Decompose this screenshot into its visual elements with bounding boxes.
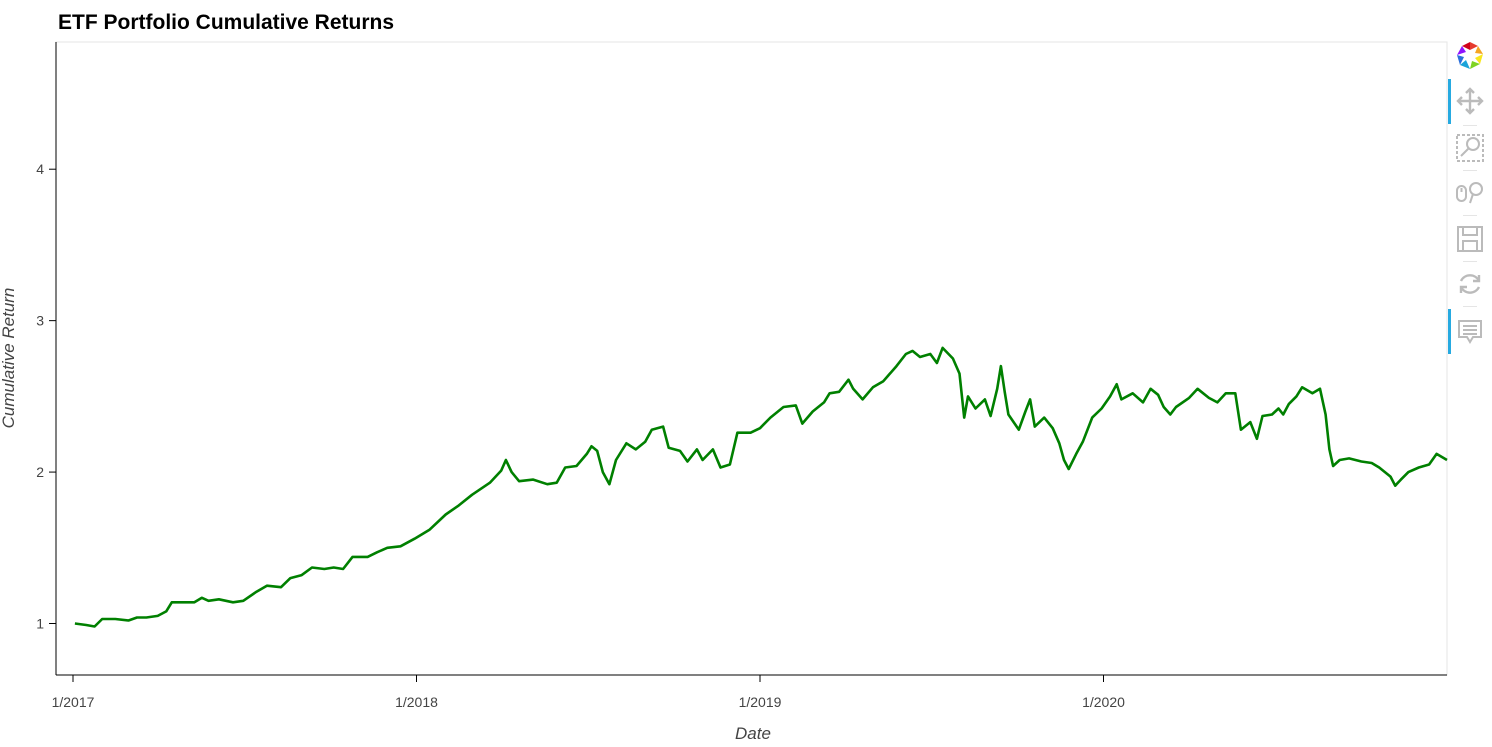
y-tick-label: 4 bbox=[36, 161, 44, 177]
y-tick-label: 3 bbox=[36, 313, 44, 329]
y-tick-label: 2 bbox=[36, 464, 44, 480]
pan-active-indicator bbox=[1448, 79, 1451, 124]
x-tick-label: 1/2020 bbox=[1082, 694, 1125, 710]
y-axis-ticks: 1 2 3 4 bbox=[36, 161, 56, 632]
plot-frame bbox=[55, 41, 1448, 676]
toolbar-separator bbox=[1463, 261, 1477, 262]
x-axis-ticks: 1/2017 1/2018 1/2019 1/2020 bbox=[52, 675, 1125, 710]
toolbar-separator bbox=[1463, 170, 1477, 171]
toolbar-separator bbox=[1463, 125, 1477, 126]
x-tick-label: 1/2019 bbox=[739, 694, 782, 710]
toolbar-separator bbox=[1463, 306, 1477, 307]
save-tool-icon[interactable] bbox=[1452, 221, 1488, 257]
y-axis-title: Cumulative Return bbox=[0, 288, 18, 429]
box-zoom-tool-icon[interactable] bbox=[1452, 130, 1488, 166]
hover-active-indicator bbox=[1448, 309, 1451, 354]
chart-toolbar bbox=[1448, 38, 1492, 358]
x-tick-label: 1/2017 bbox=[52, 694, 95, 710]
bokeh-logo-icon bbox=[1452, 38, 1488, 74]
plot-area[interactable] bbox=[74, 346, 1448, 628]
x-axis-title: Date bbox=[735, 724, 771, 743]
hover-tool-icon[interactable] bbox=[1452, 313, 1488, 349]
wheel-zoom-tool-icon[interactable] bbox=[1452, 175, 1488, 211]
y-tick-label: 1 bbox=[36, 616, 44, 632]
reset-tool-icon[interactable] bbox=[1452, 266, 1488, 302]
series-line-0[interactable] bbox=[74, 346, 1448, 628]
pan-tool-icon[interactable] bbox=[1452, 83, 1488, 119]
toolbar-separator bbox=[1463, 215, 1477, 216]
chart-title: ETF Portfolio Cumulative Returns bbox=[58, 11, 394, 34]
x-tick-label: 1/2018 bbox=[395, 694, 438, 710]
